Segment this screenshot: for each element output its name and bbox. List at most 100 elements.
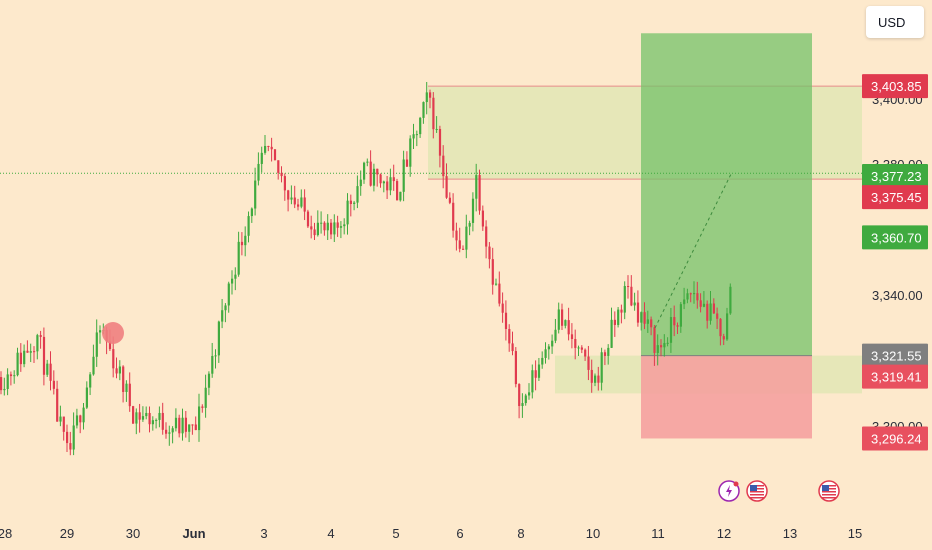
candle-body [122,366,125,392]
candle-body [155,419,158,421]
candle-body [204,387,207,408]
candle-body [597,375,600,383]
candle-body [676,325,679,327]
time-tick-label: 4 [327,526,334,541]
signal-marker [102,322,124,344]
currency-button[interactable]: USD [866,6,924,38]
candle-body [415,134,418,136]
candle-body [141,416,145,420]
candle-body [79,415,82,423]
candle-body [620,309,623,313]
candle-body [541,357,544,365]
candle-body [247,216,250,236]
candle-body [369,161,372,186]
candle-body [716,313,719,319]
candle-body [257,163,260,181]
candle-body [709,303,712,321]
candle-body [567,320,570,335]
candle-body [33,351,36,353]
candle-body [603,352,607,356]
time-tick-label: 29 [60,526,74,541]
resistance-top-tag-label: 3,403.85 [871,79,922,94]
candle-body [699,300,702,307]
candle-body [587,356,590,370]
candle-body [306,211,310,227]
candle-body [363,162,366,180]
candle-body [537,364,541,378]
candle-body [488,246,491,260]
candle-body [485,226,488,247]
us-flag-icon[interactable] [746,480,768,502]
candle-body [551,340,554,347]
us-flag-stripe [750,497,764,499]
flash-icon[interactable] [718,480,740,502]
candle-body [646,319,649,324]
candle-body [610,319,613,348]
candle-body [607,347,610,356]
tag-3360 [862,225,928,250]
candle-body [722,336,725,340]
candle-body [52,380,55,389]
candle-body [372,168,376,186]
us-flag-stripe [822,491,836,493]
candle-body [151,420,154,425]
candle-body [498,283,501,304]
candle-body [353,202,356,204]
candle-body [6,374,9,389]
entry-price-tag-label: 3,321.55 [871,349,922,364]
candle-body [211,355,214,374]
candle-body [508,329,511,344]
candle-body [171,428,174,433]
candle-body [349,200,352,204]
us-flag-stripe [822,494,836,496]
candle-body [66,431,69,444]
candle-body [557,309,560,330]
candle-body [706,303,709,321]
time-tick-label: 6 [456,526,463,541]
candle-body [323,222,326,231]
time-tick-label: 5 [392,526,399,541]
candle-body [89,374,92,388]
candle-body [23,350,26,365]
candle-body [214,355,217,357]
candle-body [359,179,362,187]
candle-body [633,302,636,306]
candle-body [514,351,517,385]
stop-price-tag [862,426,928,451]
candle-body [59,416,62,422]
stop-zone [641,355,812,439]
candle-body [623,286,626,313]
candle-body [62,416,65,432]
candle-body [656,345,659,353]
candle-body [561,309,564,326]
candle-body [181,417,184,434]
us-flag-canton [822,485,829,491]
candle-body [56,388,59,422]
candle-body [224,305,227,311]
candle-body [188,424,191,432]
us-flag-icon[interactable] [818,480,840,502]
candle-body [712,303,715,314]
candle-body [686,293,689,300]
candle-body [660,345,663,348]
candle-body [689,293,692,295]
candle-body [75,415,79,426]
candle-body [287,190,290,200]
candle-body [640,312,643,323]
candle-body [320,222,323,224]
time-axis[interactable]: 28 29 30 Jun 3 4 5 6 8 10 11 12 13 15 [0,526,862,541]
event-icons[interactable] [718,480,840,502]
candle-body [290,197,293,200]
candle-body [501,303,504,313]
entry-price-tag [862,343,928,368]
candle-body [729,286,732,314]
tag-3375 [862,185,928,210]
candle-body [310,226,313,230]
candle-body [564,320,567,326]
time-tick-label: 30 [126,526,140,541]
candle-body [283,176,286,191]
candle-body [630,286,633,306]
candle-body [471,198,475,223]
candle-body [696,293,699,301]
